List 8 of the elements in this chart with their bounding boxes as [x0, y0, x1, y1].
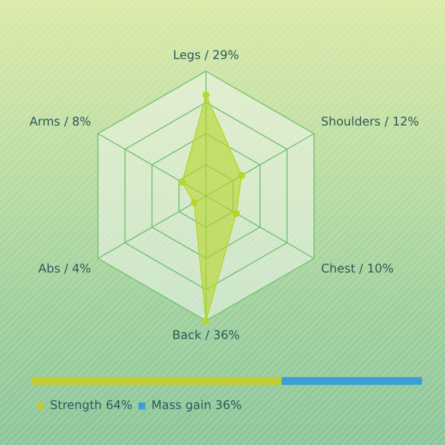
legend-label: Strength 64%: [50, 398, 132, 412]
spoke-label: Arms / 8%: [29, 114, 92, 129]
spoke-label: Legs / 29%: [172, 48, 240, 62]
legend-label: Mass gain 36%: [151, 398, 242, 412]
spoke-label: Abs / 4%: [38, 262, 92, 276]
spoke-label: Back / 36%: [172, 328, 240, 342]
spoke-label: Chest / 10%: [320, 262, 394, 276]
spoke-label: Shoulders / 12%: [320, 114, 420, 129]
